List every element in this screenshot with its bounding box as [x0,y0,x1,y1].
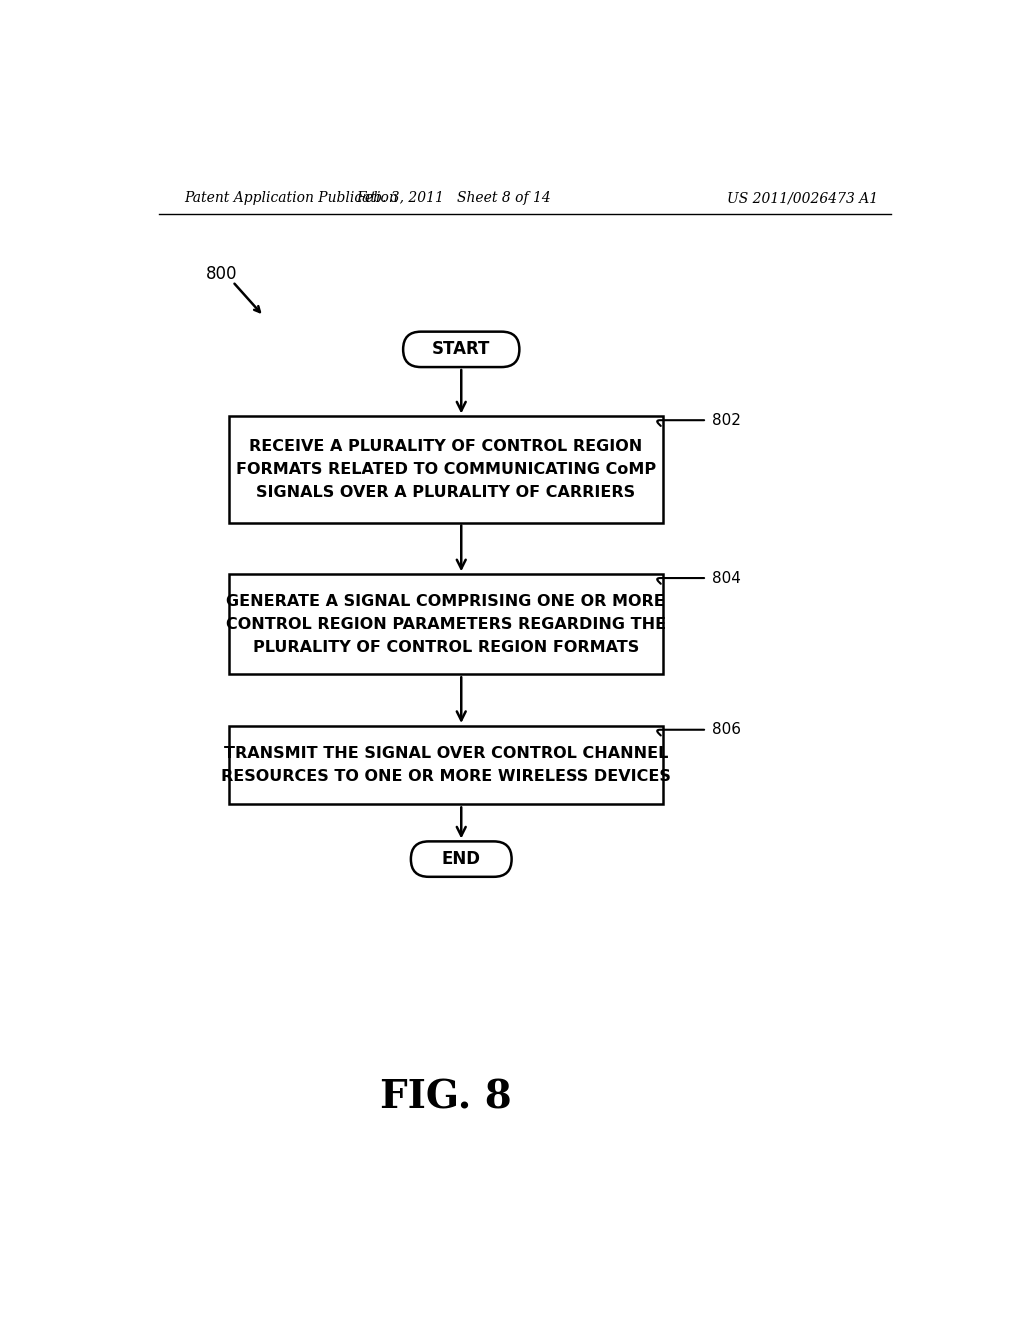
FancyBboxPatch shape [411,841,512,876]
Text: US 2011/0026473 A1: US 2011/0026473 A1 [727,191,878,206]
Text: 806: 806 [712,722,740,738]
Text: TRANSMIT THE SIGNAL OVER CONTROL CHANNEL
RESOURCES TO ONE OR MORE WIRELESS DEVIC: TRANSMIT THE SIGNAL OVER CONTROL CHANNEL… [221,746,671,784]
Text: RECEIVE A PLURALITY OF CONTROL REGION
FORMATS RELATED TO COMMUNICATING CoMP
SIGN: RECEIVE A PLURALITY OF CONTROL REGION FO… [236,440,655,500]
Text: 802: 802 [712,413,740,428]
FancyBboxPatch shape [403,331,519,367]
Text: FIG. 8: FIG. 8 [380,1078,512,1117]
Text: Patent Application Publication: Patent Application Publication [183,191,397,206]
FancyBboxPatch shape [228,726,663,804]
Text: 804: 804 [712,570,740,586]
Text: GENERATE A SIGNAL COMPRISING ONE OR MORE
CONTROL REGION PARAMETERS REGARDING THE: GENERATE A SIGNAL COMPRISING ONE OR MORE… [225,594,666,655]
Text: Feb. 3, 2011   Sheet 8 of 14: Feb. 3, 2011 Sheet 8 of 14 [356,191,551,206]
Text: 800: 800 [206,265,237,282]
Text: START: START [432,341,490,358]
FancyBboxPatch shape [228,574,663,675]
Text: END: END [441,850,480,869]
FancyBboxPatch shape [228,416,663,523]
